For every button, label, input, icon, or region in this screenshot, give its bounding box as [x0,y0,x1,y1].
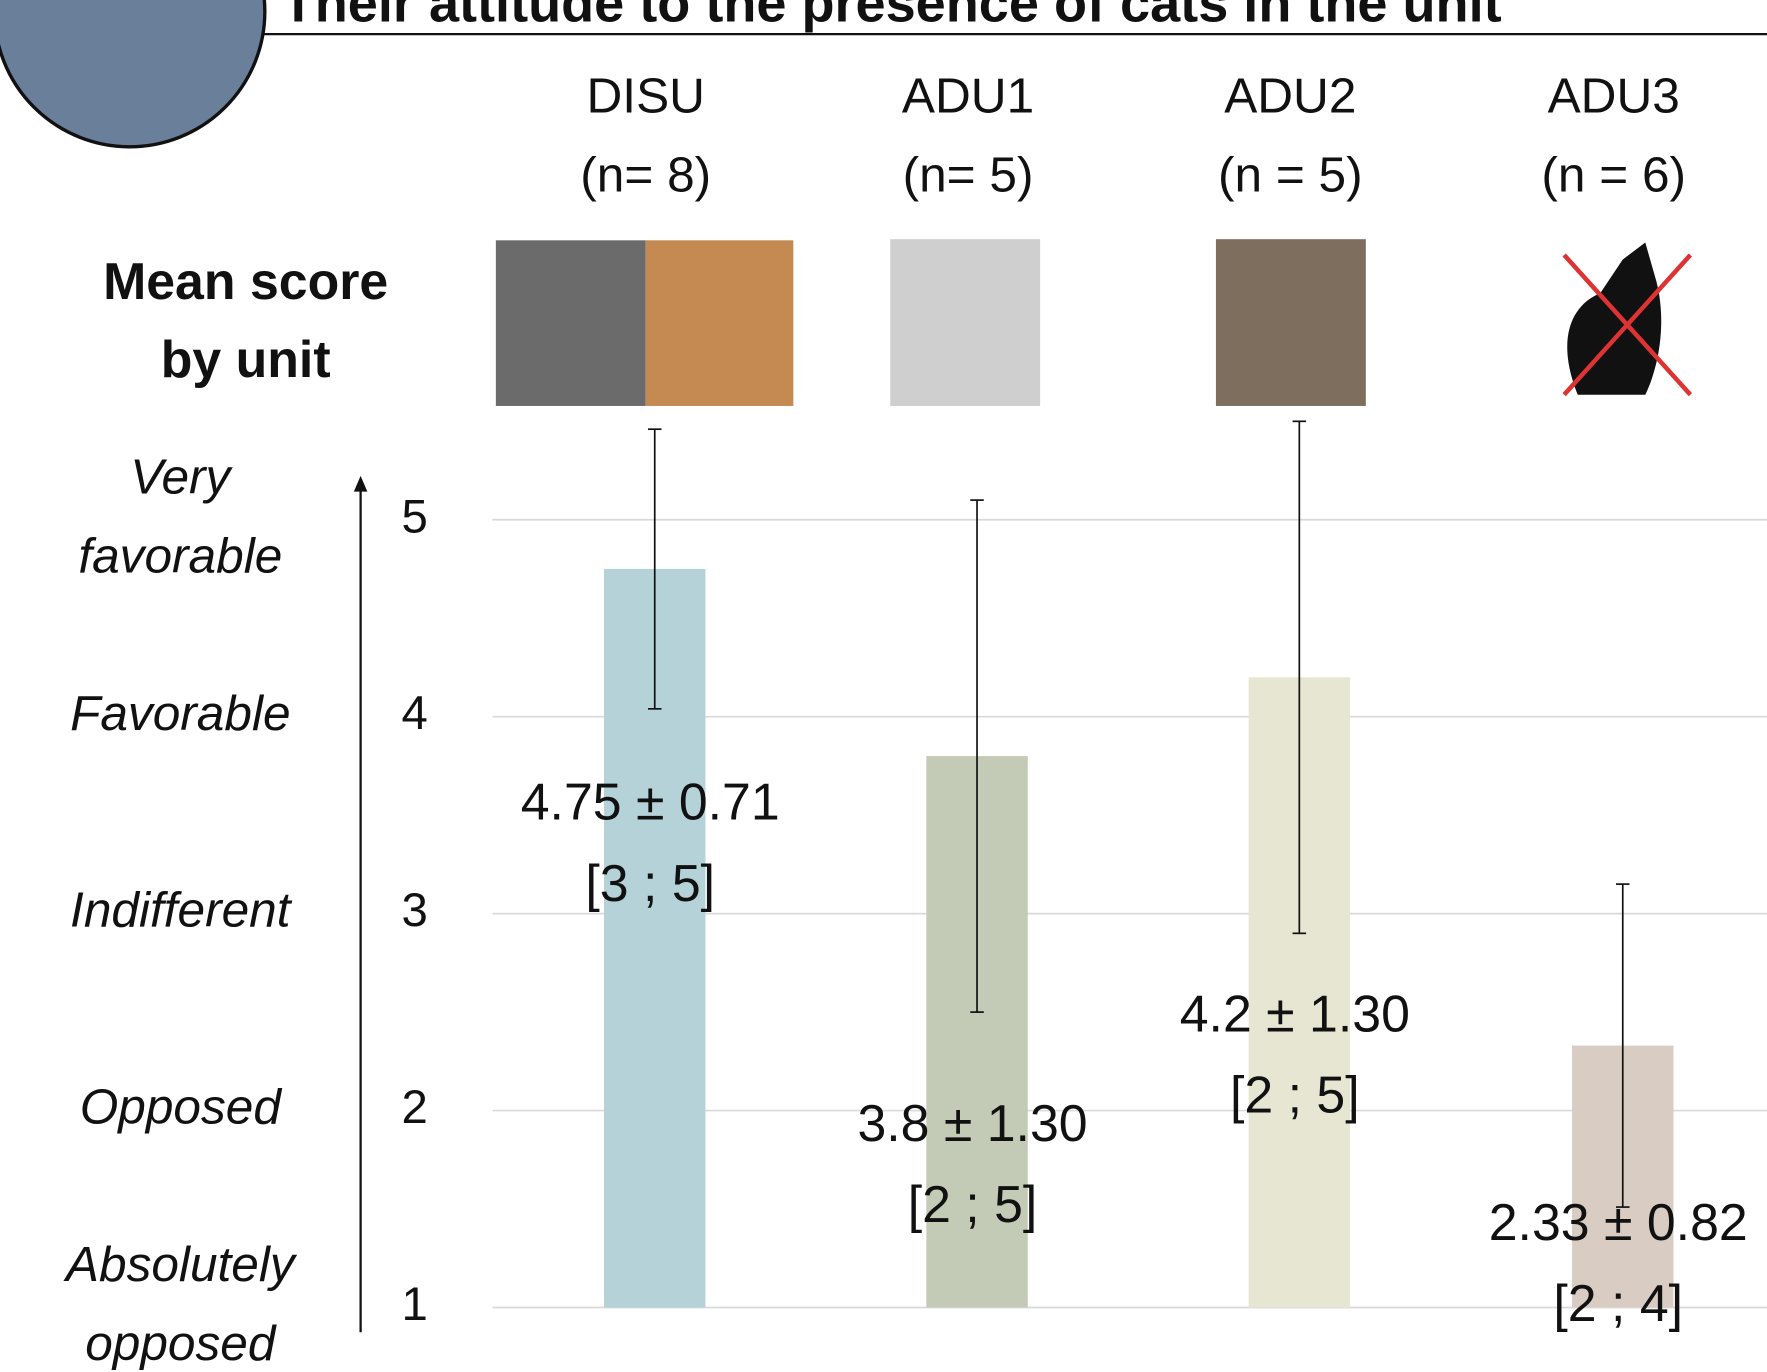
chart-title: Their attitude to the presence of cats i… [282,0,1502,33]
cat-photo [496,240,646,406]
scale-label: Very [130,448,233,504]
page: {"chart_data": { "type": "bar", "title":… [0,0,1767,1372]
value-label: 4.2 ± 1.30 [1180,985,1410,1043]
n-label: (n = 6) [1541,146,1686,202]
no-cat-icon [1564,243,1690,395]
y-tick-label: 3 [402,884,428,937]
header-photo [0,0,265,147]
y-tick-label: 5 [402,490,428,543]
range-label: [3 ; 5] [585,854,715,912]
category-label: ADU1 [902,68,1034,124]
category-label: ADU2 [1224,68,1356,124]
scale-label: Favorable [70,685,290,741]
value-label: 2.33 ± 0.82 [1489,1193,1748,1251]
cat-photo [890,239,1040,406]
y-arrow-head [354,476,368,492]
y-label: Mean score [103,252,388,310]
y-tick-label: 1 [402,1278,428,1331]
n-label: (n= 8) [580,146,711,202]
n-label: (n= 5) [903,146,1034,202]
cat-photo [1216,239,1366,406]
y-tick-label: 2 [402,1081,428,1134]
scale-label: opposed [85,1315,277,1371]
range-label: [2 ; 5] [908,1175,1038,1233]
cat-photo [646,240,794,406]
chart: Their attitude to the presence of cats i… [0,0,1767,1372]
y-label: by unit [161,330,331,388]
scale-label: favorable [78,527,282,583]
category-label: DISU [586,68,704,124]
category-label: ADU3 [1548,68,1680,124]
scale-label: Indifferent [70,882,293,938]
scale-label: Opposed [80,1079,283,1135]
n-label: (n = 5) [1218,146,1363,202]
scale-label: Absolutely [63,1236,298,1292]
y-tick-label: 4 [402,687,428,740]
value-label: 4.75 ± 0.71 [521,773,780,831]
value-label: 3.8 ± 1.30 [857,1094,1087,1152]
range-label: [2 ; 5] [1230,1066,1360,1124]
range-label: [2 ; 4] [1553,1274,1683,1332]
